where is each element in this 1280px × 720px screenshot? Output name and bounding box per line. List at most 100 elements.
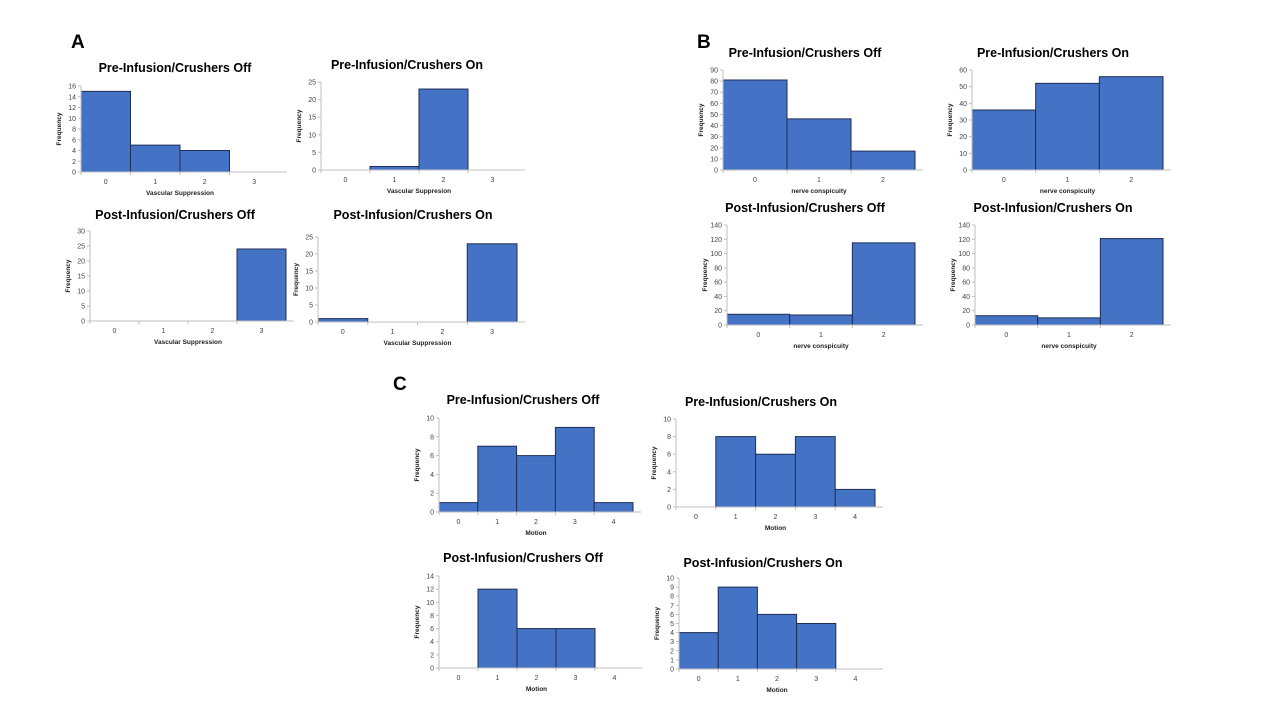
y-tick-label: 5 bbox=[81, 304, 85, 311]
y-tick-label: 15 bbox=[305, 269, 313, 276]
y-axis-label: Frequency bbox=[698, 103, 705, 136]
x-tick-label: 4 bbox=[612, 519, 616, 526]
x-tick-label: 2 bbox=[535, 675, 539, 682]
histogram-bar bbox=[369, 165, 420, 171]
x-tick-label: 1 bbox=[393, 177, 397, 184]
y-tick-label: 80 bbox=[710, 79, 718, 86]
y-tick-label: 10 bbox=[959, 151, 967, 158]
histogram-bar bbox=[971, 109, 1037, 171]
x-axis-label: Motion bbox=[765, 525, 786, 532]
y-tick-label: 5 bbox=[670, 621, 674, 628]
x-tick-label: 3 bbox=[490, 329, 494, 336]
histogram-b-2: Pre-Infusion/Crushers On 0 10 20 30 40 50 60 0 1 2… bbox=[947, 46, 1171, 195]
y-tick-label: 80 bbox=[714, 265, 722, 272]
panel-label-a: A bbox=[71, 32, 85, 53]
panel-label-c: C bbox=[393, 374, 407, 395]
y-axis-label: Frequency bbox=[293, 263, 300, 296]
histogram-bar bbox=[554, 426, 595, 513]
chart-title: Post-Infusion/Crushers On bbox=[973, 201, 1132, 215]
y-tick-label: 20 bbox=[959, 134, 967, 141]
y-tick-label: 100 bbox=[710, 251, 722, 258]
x-tick-label: 1 bbox=[736, 676, 740, 683]
x-tick-label: 3 bbox=[573, 519, 577, 526]
x-tick-label: 2 bbox=[1130, 332, 1134, 339]
x-tick-label: 2 bbox=[534, 519, 538, 526]
y-tick-label: 25 bbox=[305, 235, 313, 242]
y-tick-label: 10 bbox=[68, 116, 76, 123]
x-tick-label: 2 bbox=[775, 676, 779, 683]
y-tick-label: 10 bbox=[710, 156, 718, 163]
x-tick-label: 1 bbox=[817, 177, 821, 184]
histogram-bar bbox=[1037, 317, 1101, 326]
histogram-bar bbox=[974, 315, 1039, 326]
y-tick-label: 60 bbox=[710, 101, 718, 108]
x-axis-label: Vascular Suppresion bbox=[387, 188, 451, 195]
y-axis-label: Frequency bbox=[950, 258, 957, 291]
y-tick-label: 8 bbox=[430, 434, 434, 441]
histogram-bar bbox=[466, 243, 518, 323]
chart-title: Post-Infusion/Crushers Off bbox=[725, 201, 886, 215]
y-tick-label: 6 bbox=[430, 453, 434, 460]
y-tick-label: 25 bbox=[77, 244, 85, 251]
y-tick-label: 20 bbox=[962, 308, 970, 315]
x-tick-label: 2 bbox=[440, 329, 444, 336]
x-tick-label: 1 bbox=[819, 332, 823, 339]
y-tick-label: 8 bbox=[670, 594, 674, 601]
y-tick-label: 0 bbox=[309, 320, 313, 327]
histogram-bar bbox=[555, 628, 596, 669]
histogram-bar bbox=[80, 90, 131, 173]
histogram-bar bbox=[236, 248, 287, 322]
y-tick-label: 4 bbox=[72, 148, 76, 155]
y-tick-label: 14 bbox=[68, 94, 76, 101]
histogram-bar bbox=[179, 150, 230, 173]
y-axis-label: Frequency bbox=[654, 607, 661, 640]
y-tick-label: 0 bbox=[312, 168, 316, 175]
y-tick-label: 40 bbox=[710, 123, 718, 130]
y-tick-label: 8 bbox=[72, 127, 76, 134]
y-tick-label: 4 bbox=[430, 472, 434, 479]
x-tick-label: 3 bbox=[813, 514, 817, 521]
y-tick-label: 20 bbox=[308, 97, 316, 104]
y-tick-label: 12 bbox=[68, 105, 76, 112]
y-tick-label: 70 bbox=[710, 90, 718, 97]
y-tick-label: 4 bbox=[430, 639, 434, 646]
x-tick-label: 0 bbox=[104, 179, 108, 186]
histogram-bar bbox=[593, 502, 634, 513]
histogram-bar bbox=[756, 613, 798, 670]
y-tick-label: 10 bbox=[663, 417, 671, 424]
x-tick-label: 0 bbox=[1004, 332, 1008, 339]
x-tick-label: 1 bbox=[1066, 177, 1070, 184]
x-tick-label: 1 bbox=[1067, 332, 1071, 339]
histogram-bar bbox=[786, 118, 852, 171]
histogram-bar bbox=[438, 502, 479, 513]
y-tick-label: 10 bbox=[308, 132, 316, 139]
x-tick-label: 3 bbox=[814, 676, 818, 683]
y-tick-label: 120 bbox=[710, 237, 722, 244]
x-tick-label: 4 bbox=[853, 676, 857, 683]
y-tick-label: 0 bbox=[81, 319, 85, 326]
y-tick-label: 90 bbox=[710, 68, 718, 75]
histogram-a-3: Post-Infusion/Crushers Off 0 5 10 15 20 25 30 0 1… bbox=[65, 208, 294, 346]
y-tick-label: 0 bbox=[714, 168, 718, 175]
y-tick-label: 2 bbox=[667, 487, 671, 494]
y-tick-label: 6 bbox=[72, 137, 76, 144]
y-tick-label: 100 bbox=[958, 251, 970, 258]
y-tick-label: 30 bbox=[959, 118, 967, 125]
x-tick-label: 0 bbox=[1002, 177, 1006, 184]
y-tick-label: 140 bbox=[710, 223, 722, 230]
y-tick-label: 2 bbox=[430, 652, 434, 659]
histogram-bar bbox=[1098, 76, 1164, 171]
x-tick-label: 1 bbox=[153, 179, 157, 186]
histogram-bar bbox=[317, 318, 369, 323]
chart-title: Post-Infusion/Crushers On bbox=[683, 556, 842, 570]
y-tick-label: 3 bbox=[670, 639, 674, 646]
y-tick-label: 0 bbox=[718, 323, 722, 330]
histogram-bar bbox=[477, 445, 518, 513]
x-tick-label: 3 bbox=[574, 675, 578, 682]
histogram-bar bbox=[130, 144, 181, 173]
y-tick-label: 50 bbox=[959, 84, 967, 91]
x-tick-label: 2 bbox=[211, 328, 215, 335]
histogram-bar bbox=[1035, 82, 1100, 171]
x-tick-label: 2 bbox=[442, 177, 446, 184]
histogram-bar bbox=[418, 88, 469, 171]
